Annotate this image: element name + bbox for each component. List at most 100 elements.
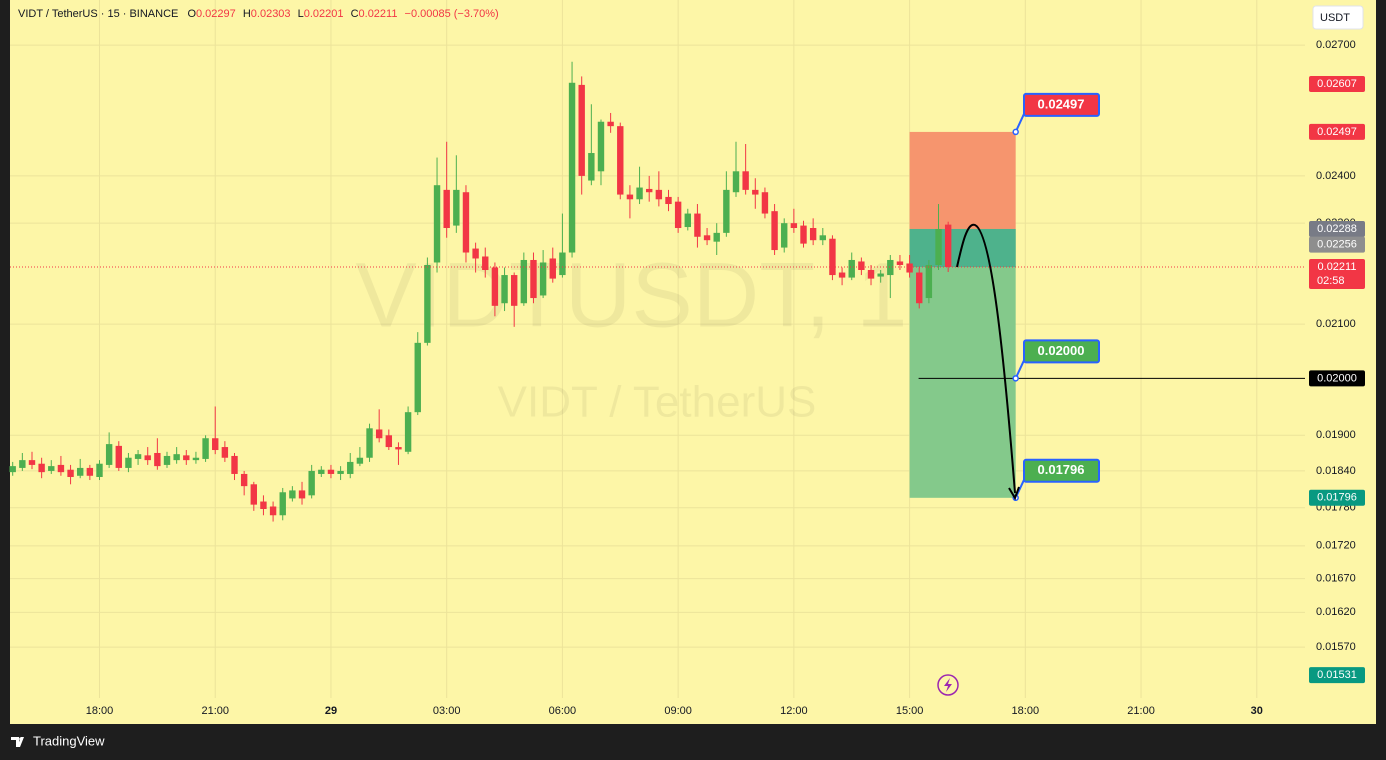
candle-body xyxy=(838,272,846,278)
header: VIDT / TetherUS · 15 · BINANCE O0.02297 … xyxy=(18,8,499,20)
x-tick-label: 09:00 xyxy=(664,705,692,717)
candle-body xyxy=(38,463,45,473)
candle-body xyxy=(491,267,499,306)
candle-body xyxy=(877,273,884,277)
target-zone xyxy=(909,228,1016,498)
candle-body xyxy=(472,248,479,259)
x-tick-label: 12:00 xyxy=(780,705,808,717)
candle-body xyxy=(57,464,65,473)
callout-label: 0.02497 xyxy=(1038,96,1085,111)
price-axis-box xyxy=(1309,220,1365,237)
watermark-name: VIDT / TetherUS xyxy=(498,378,817,427)
alert-icon[interactable] xyxy=(937,674,959,696)
candle-body xyxy=(559,252,566,276)
axes: 18:00 21:00 29 03:00 06:00 09:00 12:00 15:00 18:… xyxy=(86,39,1365,717)
candle-body xyxy=(906,263,913,273)
ohlc-prefix: H xyxy=(243,8,251,20)
candle-body xyxy=(231,455,238,474)
candle-body xyxy=(482,256,489,271)
watermark: VIDTUSDT, 15 VIDT / TetherUS xyxy=(355,244,958,426)
y-tick-label: 0.02400 xyxy=(1316,170,1356,182)
candle-body xyxy=(28,460,36,465)
callout-label: 0.01796 xyxy=(1038,462,1085,477)
y-tick-label: 0.01900 xyxy=(1316,429,1356,441)
candle-body xyxy=(240,473,248,487)
currency-button[interactable]: USDT xyxy=(1312,5,1364,30)
price-axis-box xyxy=(1309,123,1365,140)
callout-label: 0.02000 xyxy=(1038,343,1085,358)
candle-body xyxy=(327,469,335,474)
price-axis-box xyxy=(1309,667,1365,684)
currency-label[interactable]: USDT xyxy=(1320,12,1350,24)
candle-body xyxy=(549,258,556,279)
candle-body xyxy=(308,470,315,496)
candle-body xyxy=(617,126,624,195)
candle-body xyxy=(925,264,933,299)
price-axis-label: 0.02497 xyxy=(1317,126,1357,138)
candle-body xyxy=(935,228,942,265)
candle-body xyxy=(578,84,585,176)
candle-body xyxy=(761,192,769,214)
candle-body xyxy=(520,259,528,304)
candle-body xyxy=(646,188,653,193)
candle-body xyxy=(858,261,865,271)
candle-body xyxy=(443,189,450,229)
y-tick-label: 0.01670 xyxy=(1316,572,1356,584)
candle-body xyxy=(732,171,740,193)
candle-body xyxy=(684,213,691,228)
candle-body xyxy=(790,223,798,229)
candle-body xyxy=(125,457,132,468)
alert-bolt[interactable] xyxy=(944,678,952,692)
callout-anchor xyxy=(1012,375,1019,382)
callout-anchor xyxy=(1012,128,1019,136)
callout-connector xyxy=(1014,359,1025,379)
footer[interactable]: TradingView xyxy=(11,733,105,748)
projection-arrowhead xyxy=(1008,486,1020,501)
candle-body xyxy=(896,261,904,265)
price-change: −0.00085 (−3.70%) xyxy=(405,8,499,20)
candle-body xyxy=(887,259,894,276)
x-tick-label: 21:00 xyxy=(1127,705,1155,717)
candle-body xyxy=(944,224,952,267)
header-legend: VIDT / TetherUS · 15 · BINANCE O0.02297 … xyxy=(18,8,499,20)
candle-body xyxy=(510,275,518,306)
candle-body xyxy=(694,213,701,237)
candle-body xyxy=(318,469,325,474)
brand-logo-dot[interactable] xyxy=(19,737,23,741)
candle-body xyxy=(848,259,855,278)
countdown-label: 02:58 xyxy=(1317,275,1345,287)
candle-body xyxy=(289,490,296,499)
currency-button-bg[interactable] xyxy=(1312,5,1364,30)
candle-body xyxy=(723,189,730,233)
watermark-symbol: VIDTUSDT, 15 xyxy=(355,244,958,346)
ohlc-value: 0.02211 xyxy=(359,8,398,20)
price-axis-box xyxy=(1309,236,1365,253)
price-axis-label: 0.01796 xyxy=(1317,492,1357,504)
candle-body xyxy=(433,185,441,263)
open-pnl-zone xyxy=(909,228,1016,267)
price-axis-box xyxy=(1309,489,1365,506)
candle-body xyxy=(9,466,16,473)
overlay: 0.02497 0.02000 0.01796 xyxy=(10,92,1305,502)
candle-body xyxy=(86,467,94,476)
candle-body xyxy=(781,223,788,248)
price-axis-label: 0.02000 xyxy=(1317,372,1357,384)
candle-body xyxy=(192,457,200,461)
price-axis-box xyxy=(1309,258,1365,289)
y-tick-label: 0.01570 xyxy=(1316,641,1356,653)
candle-body xyxy=(636,187,643,200)
candle-body xyxy=(48,466,55,471)
candle-body xyxy=(588,153,595,181)
ohlc-prefix: L xyxy=(298,8,304,20)
candle-body xyxy=(530,259,537,299)
price-axis-label: 0.02256 xyxy=(1317,239,1357,251)
candle-body xyxy=(173,454,180,461)
position-tool xyxy=(909,131,1016,498)
brand-name[interactable]: TradingView xyxy=(33,733,105,748)
symbol-title: VIDT / TetherUS · 15 · BINANCE xyxy=(18,8,178,20)
x-tick-label: 03:00 xyxy=(433,705,461,717)
callout-box xyxy=(1023,92,1100,117)
candle-body xyxy=(626,194,634,200)
candles xyxy=(9,61,952,522)
